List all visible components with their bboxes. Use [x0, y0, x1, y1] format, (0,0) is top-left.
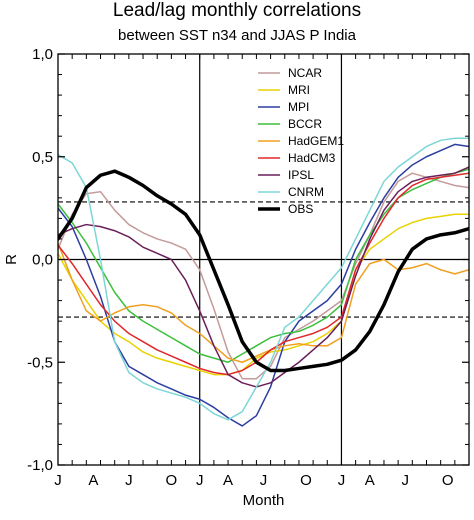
y-tick-label: -0,5 — [27, 354, 53, 371]
y-tick-label: 0,0 — [32, 252, 53, 269]
legend-label-mri: MRI — [288, 83, 310, 97]
series-line-ipsl — [58, 166, 469, 388]
series-line-mpi — [58, 143, 469, 427]
legend-label-bccr: BCCR — [288, 117, 322, 131]
x-tick-label: J — [260, 472, 268, 489]
x-tick-label: O — [442, 472, 454, 489]
legend-label-hadcm3: HadCM3 — [288, 151, 336, 165]
x-tick-label: J — [401, 472, 409, 489]
series-line-obs — [58, 169, 469, 373]
legend-label-cnrm: CNRM — [288, 185, 324, 199]
chart-title: Lead/lag monthly correlations — [112, 0, 362, 21]
y-tick-label: 1,0 — [32, 46, 53, 63]
x-tick-label: O — [166, 472, 178, 489]
legend-label-hadgem1: HadGEM1 — [288, 134, 344, 148]
y-tick-label: -1,0 — [27, 457, 53, 474]
x-tick-label: J — [54, 472, 62, 489]
legend-label-ipsl: IPSL — [288, 168, 314, 182]
series-line-mri — [58, 213, 469, 376]
x-tick-label: A — [365, 472, 375, 489]
legend-label-ncar: NCAR — [288, 66, 322, 80]
y-axis-title: R — [3, 254, 20, 265]
legend: NCAR MRI MPI BCCR HadGEM1 HadCM3 IPSL CNRM OBS — [258, 66, 344, 216]
series-line-hadcm3 — [58, 172, 469, 376]
chart-subtitle: between SST n34 and JJAS P India — [118, 27, 356, 44]
x-tick-label: J — [125, 472, 133, 489]
series-line-ncar — [58, 172, 469, 380]
x-tick-label: J — [196, 472, 204, 489]
x-tick-label: A — [223, 472, 233, 489]
legend-label-mpi: MPI — [288, 100, 309, 114]
legend-label-obs: OBS — [288, 202, 313, 216]
x-tick-label: A — [88, 472, 98, 489]
x-tick-label: O — [300, 472, 312, 489]
series-line-cnrm — [58, 137, 469, 421]
x-tick-label: J — [338, 472, 346, 489]
y-tick-label: 0,5 — [32, 149, 53, 166]
x-axis-title: Month — [243, 492, 285, 509]
